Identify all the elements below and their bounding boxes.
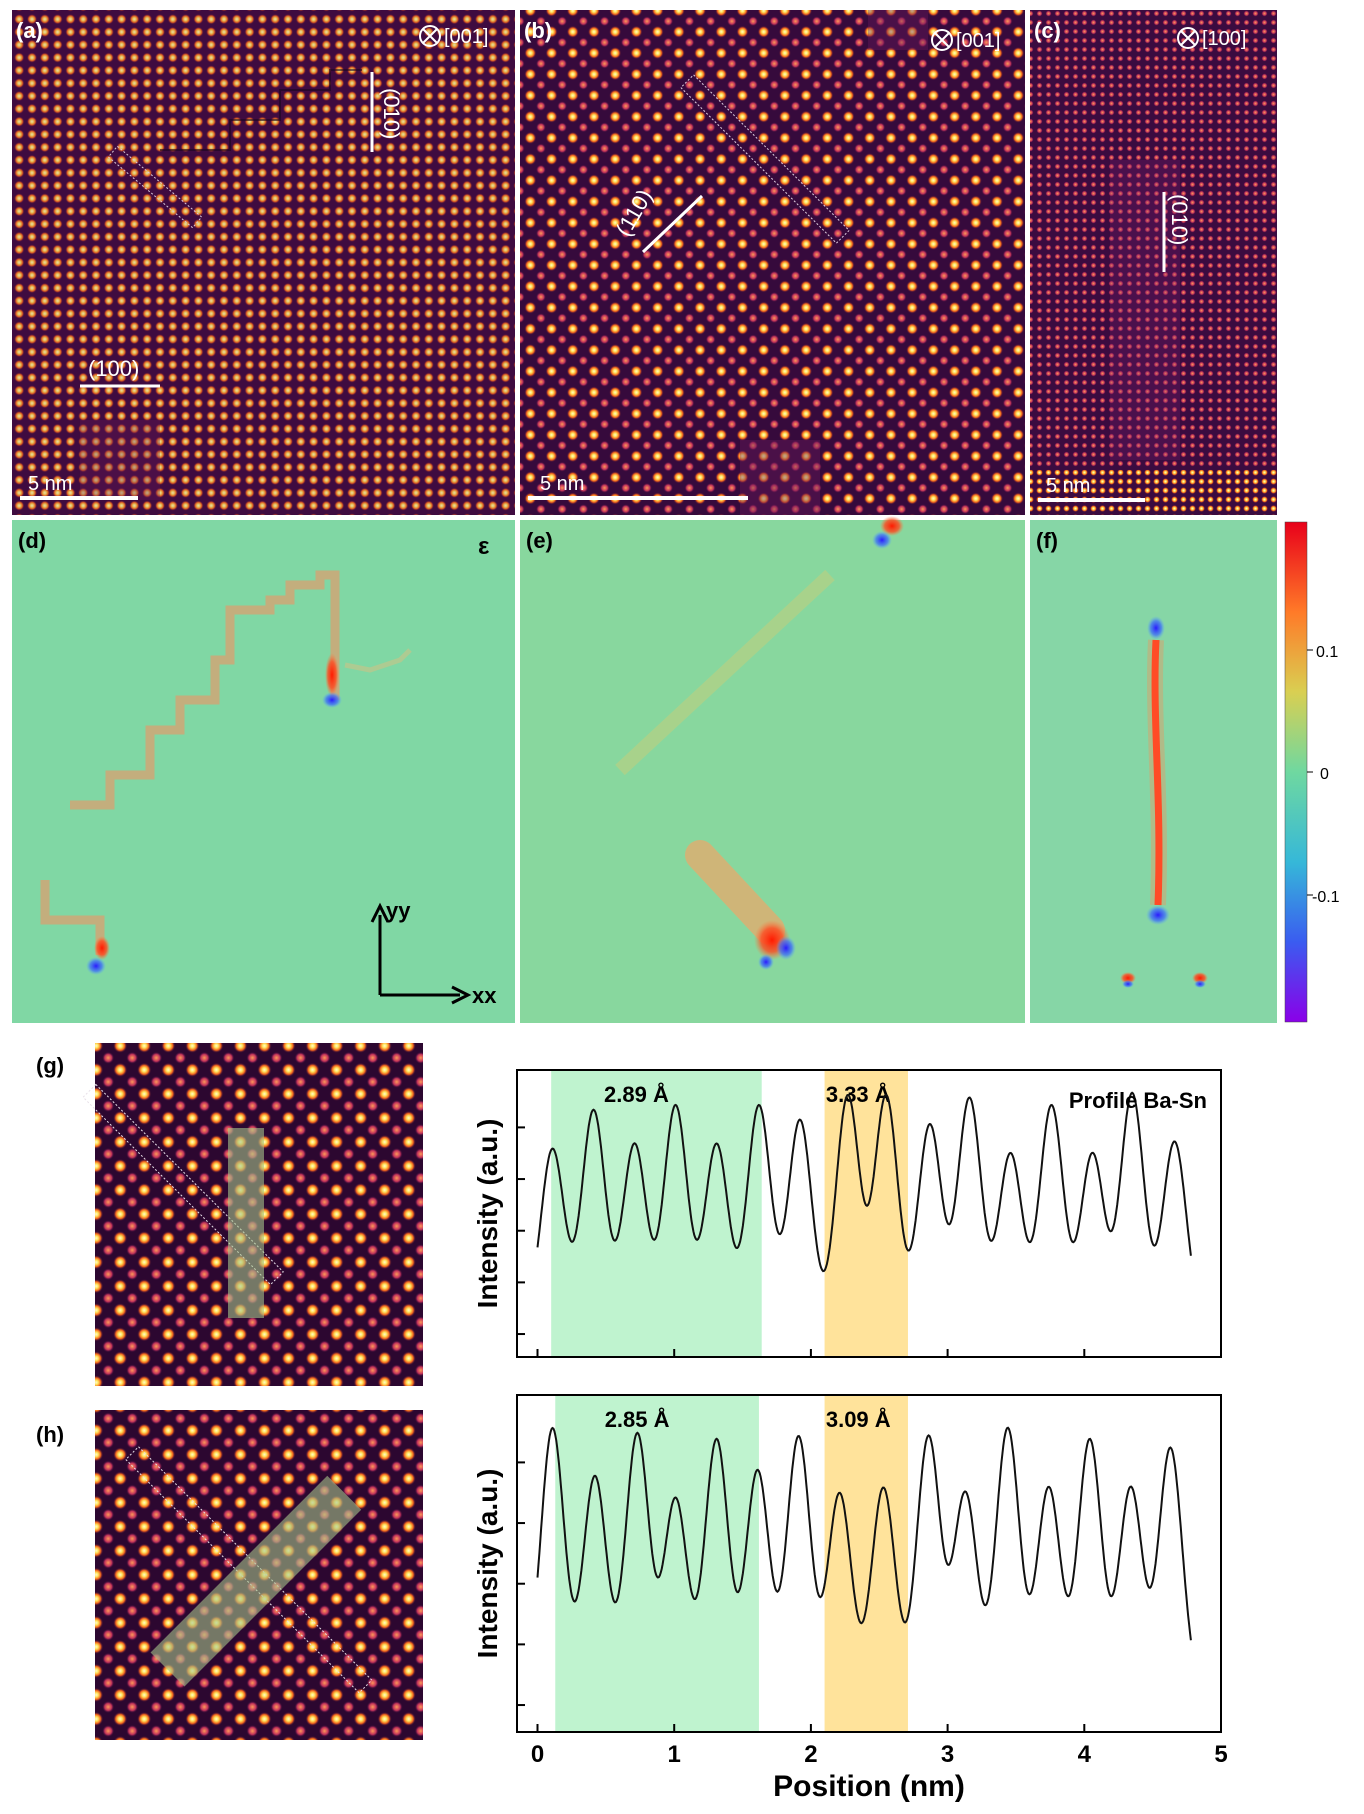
- panel-c-zone-axis: [100]: [1202, 28, 1246, 50]
- panel-h-label: (h): [36, 1422, 64, 1447]
- profile-chart-top: 2.89 Å 3.33 Å Intensity (a.u.) Profile Ba-S…: [472, 1069, 1222, 1358]
- panel-b-label: (b): [524, 18, 552, 43]
- zone-axis-icon: [1177, 27, 1199, 49]
- plot-frame: [516, 1394, 1222, 1733]
- panel-a-plane2-label: (010): [379, 88, 404, 139]
- panel-b: (110) 5 nm (b) [001]: [520, 10, 1025, 515]
- panel-c-plane-label: (010): [1167, 194, 1192, 245]
- axis-arrows-icon: [370, 902, 472, 1005]
- panel-a-label: (a): [16, 18, 43, 43]
- profile-line: [536, 1426, 1192, 1641]
- panel-f-label: (f): [1036, 528, 1058, 553]
- axis-yy-label: yy: [386, 898, 411, 923]
- x-tick-label: 2: [804, 1741, 817, 1768]
- panel-b-scalebar: 5 nm: [540, 473, 584, 495]
- band-label: 3.33 Å: [826, 1081, 891, 1107]
- panel-a-scalebar: 5 nm: [28, 473, 72, 495]
- chart-title: Profile Ba-Sn: [1069, 1088, 1207, 1113]
- panel-g: (g): [36, 1043, 423, 1386]
- band-label: 2.85 Å: [605, 1406, 670, 1432]
- highlight-band-green: [555, 1396, 759, 1731]
- colorbar-tick: 0: [1320, 766, 1329, 783]
- panel-b-zone-axis: [001]: [956, 30, 1000, 52]
- plot-frame: [516, 1069, 1222, 1358]
- panel-e-label: (e): [526, 528, 553, 553]
- panel-g-label: (g): [36, 1053, 64, 1078]
- panel-f: (f): [1030, 520, 1277, 1023]
- colorbar-tick: -0.1: [1312, 889, 1340, 906]
- epsilon-label: ε: [478, 533, 489, 560]
- x-axis-label: Position (nm): [773, 1770, 965, 1803]
- panel-e: (e): [520, 516, 1025, 1023]
- profile-line: [536, 1091, 1192, 1273]
- highlight-band-yellow: [824, 1071, 908, 1356]
- zone-axis-icon: [419, 25, 441, 47]
- axis-xx-label: xx: [472, 983, 497, 1008]
- panel-a-zone-axis: [001]: [444, 26, 488, 48]
- profile-chart-bottom: 2.85 Å 3.09 Å Intensity (a.u.) 0 1 2 3 4 5 Positi…: [472, 1394, 1228, 1803]
- panel-a-plane-label: (100): [88, 356, 139, 381]
- y-axis-label: Intensity (a.u.): [472, 1119, 503, 1309]
- panel-c-scalebar: 5 nm: [1046, 475, 1090, 497]
- x-tick-label: 5: [1214, 1741, 1227, 1768]
- x-tick-label: 4: [1078, 1741, 1092, 1768]
- x-tick-label: 1: [668, 1741, 681, 1768]
- colorbar-tick: 0.1: [1316, 644, 1338, 661]
- panel-c-label: (c): [1034, 18, 1061, 43]
- band-label: 2.89 Å: [604, 1081, 669, 1107]
- band-label: 3.09 Å: [826, 1406, 891, 1432]
- x-tick-label: 3: [941, 1741, 954, 1768]
- colorbar: 0.1 0 -0.1: [1284, 521, 1340, 1023]
- y-axis-label: Intensity (a.u.): [472, 1469, 503, 1659]
- x-tick-label: 0: [531, 1741, 544, 1768]
- zone-axis-icon: [931, 29, 953, 51]
- panel-a: (100) (010) 5 nm (a) [001]: [12, 10, 515, 515]
- panel-h: (h): [36, 1410, 423, 1740]
- panel-c: (010) 5 nm (c) [100]: [1030, 10, 1277, 515]
- highlight-band-green: [551, 1071, 762, 1356]
- panel-d: (d) ε yy xx: [12, 520, 515, 1023]
- panel-d-label: (d): [18, 528, 46, 553]
